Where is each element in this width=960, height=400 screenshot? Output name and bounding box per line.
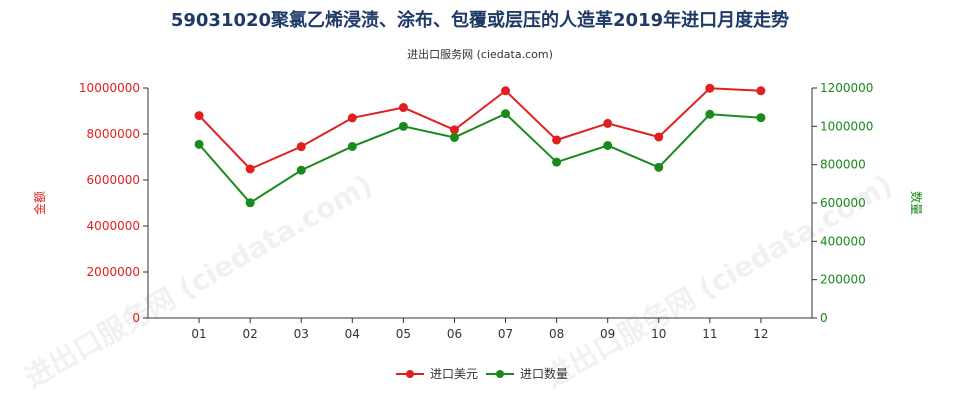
y-tick-label-left: 10000000 [79,81,140,95]
series-2-point [347,141,357,151]
series-2-point [654,162,664,172]
x-tick-label: 08 [549,327,564,341]
x-tick-label: 07 [498,327,513,341]
series-line-1 [198,87,761,171]
series-1-point [756,86,766,96]
series-2-point [756,113,766,123]
x-tick-label: 09 [600,327,615,341]
y-tick-label-right: 200000 [820,273,866,287]
x-tick-label: 03 [294,327,309,341]
chart-title: 59031020聚氯乙烯浸渍、涂布、包覆或层压的人造革2019年进口月度走势 [170,10,790,31]
y-tick-label-right: 1200000 [820,81,873,95]
x-tick-label: 05 [396,327,411,341]
series-2-point [705,109,715,119]
series-2-point [398,121,408,131]
series-1-point [194,111,204,121]
y-tick-label-right: 400000 [820,234,866,248]
series-1-point [654,132,664,142]
series-2-point [552,157,562,167]
series-1-point [705,83,715,93]
series-1-point [245,164,255,174]
series-2-point [603,141,613,150]
y-tick-label-right: 0 [820,311,828,325]
series-line-2 [198,112,761,205]
x-tick-label: 12 [753,327,768,341]
x-tick-label: 02 [243,327,258,341]
series-1-point [603,118,613,128]
legend-swatch-marker [406,370,414,378]
series-2-point [194,139,204,149]
x-tick-label: 04 [345,327,360,341]
x-tick-label: 06 [447,327,462,341]
y-axis-left-title: 金额 [32,191,47,215]
series-1-point [501,86,511,96]
x-tick-label: 11 [702,327,717,341]
legend-label: 进口美元 [430,367,478,381]
y-tick-label-left: 0 [132,311,140,325]
series-1-point [398,103,408,113]
y-tick-label-left: 4000000 [87,219,140,233]
y-axis-right-title: 数量 [909,191,924,215]
legend-label: 进口数量 [520,366,568,381]
series-1-point [296,142,306,152]
y-tick-label-right: 1000000 [820,119,873,133]
series-1-point [449,125,459,135]
series-1-point [347,113,357,123]
series-2-point [245,198,255,208]
x-tick-label: 10 [651,327,666,341]
y-tick-label-right: 600000 [820,196,866,210]
series-2-point [501,109,511,119]
series-1-point [552,135,562,145]
y-tick-label-left: 8000000 [87,127,140,141]
chart-subtitle: 进出口服务网 (ciedata.com) [407,48,553,61]
x-tick-label: 01 [191,327,206,341]
y-tick-label-left: 2000000 [87,265,140,279]
series-2-point [449,132,459,142]
y-tick-label-left: 6000000 [87,173,140,187]
y-tick-label-right: 800000 [820,158,866,172]
series-2-point [296,165,306,175]
legend-swatch-marker [496,370,504,378]
